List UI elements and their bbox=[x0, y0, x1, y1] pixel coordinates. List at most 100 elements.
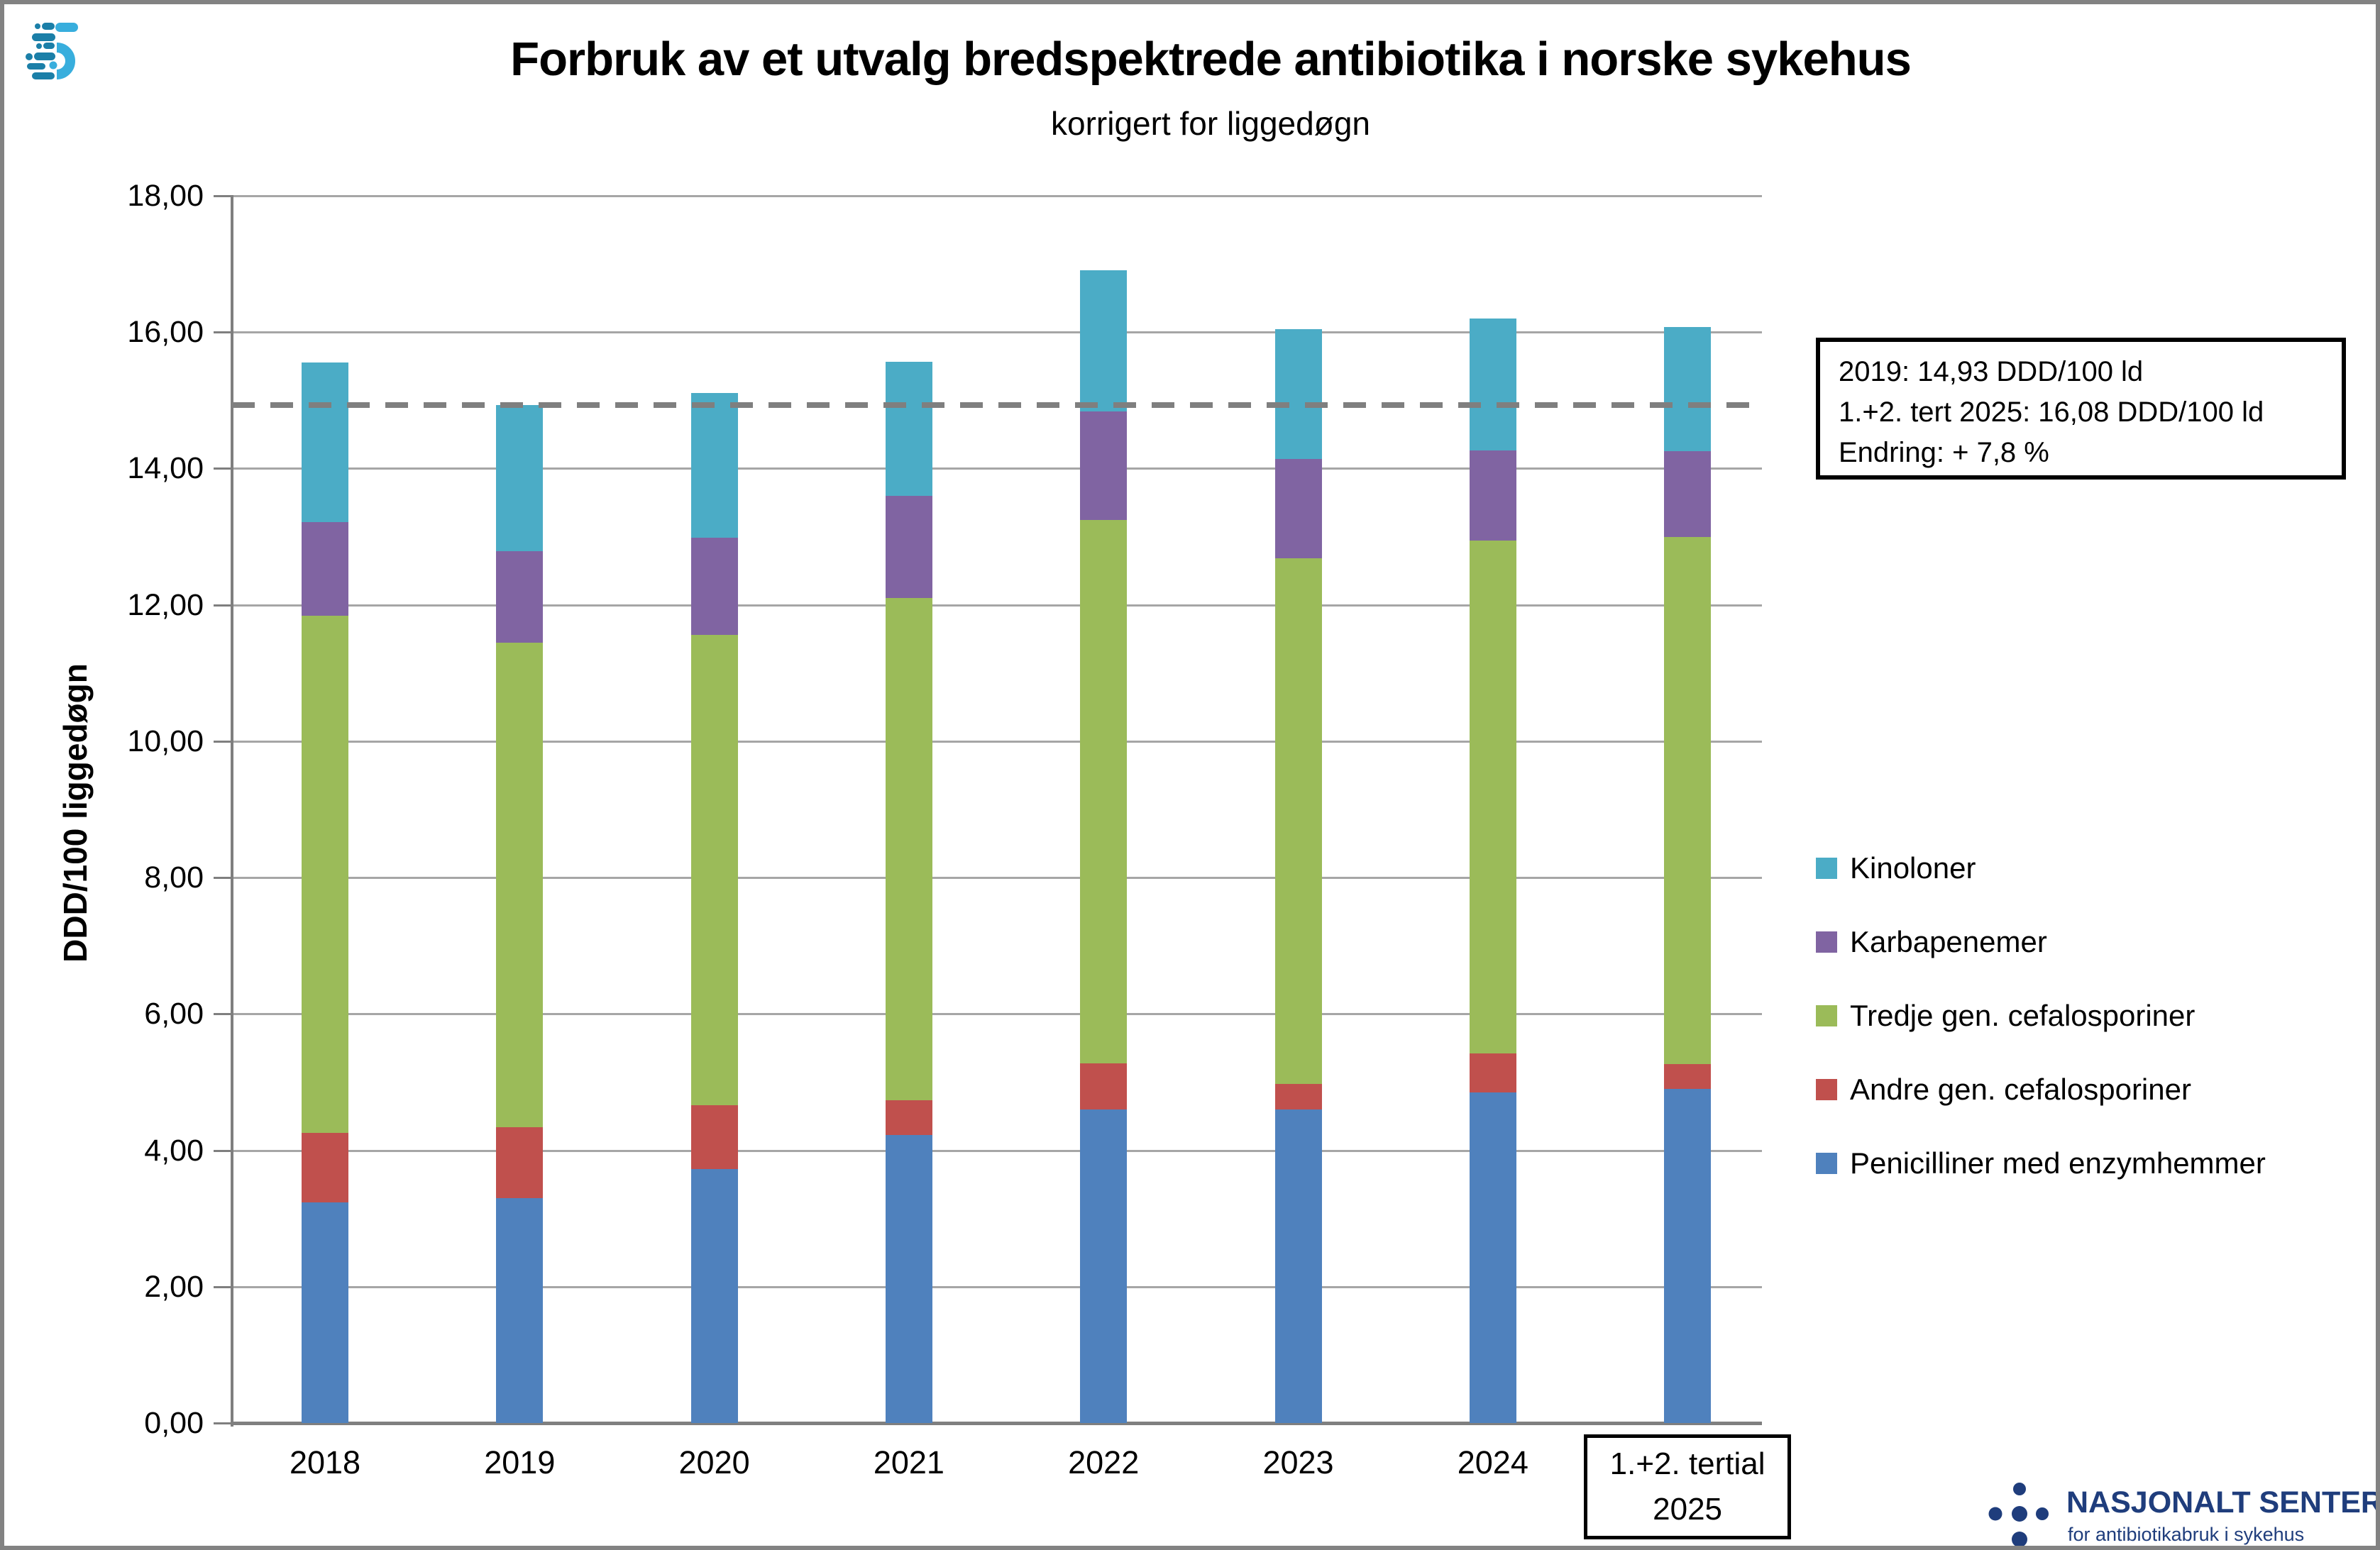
bar-segment bbox=[690, 634, 738, 1106]
y-axis-line bbox=[231, 195, 233, 1427]
gridline bbox=[232, 195, 1762, 197]
y-axis-tick-label: 0,00 bbox=[144, 1406, 204, 1440]
bar-segment bbox=[1469, 1092, 1516, 1423]
bar-segment bbox=[1664, 451, 1712, 537]
y-axis-tick-label: 10,00 bbox=[127, 724, 204, 758]
chart-title: Forbruk av et utvalg bredspektrede antib… bbox=[510, 33, 1912, 86]
y-axis-tick bbox=[214, 1285, 232, 1288]
gridline bbox=[232, 604, 1762, 607]
bar-segment bbox=[885, 598, 932, 1101]
y-axis-tick-label: 2,00 bbox=[144, 1269, 204, 1304]
legend-label: Karbapenemer bbox=[1850, 925, 2047, 958]
bar-segment bbox=[302, 1132, 348, 1202]
y-axis-tick bbox=[214, 604, 232, 607]
y-axis-tick bbox=[214, 467, 232, 470]
bar-segment bbox=[1274, 558, 1322, 1085]
bar-segment bbox=[302, 616, 348, 1133]
bar-segment bbox=[1469, 1053, 1516, 1092]
gridline bbox=[232, 467, 1762, 470]
legend-item: Karbapenemer bbox=[1816, 925, 2047, 958]
gridline bbox=[232, 877, 1762, 880]
bar-segment bbox=[1664, 1064, 1712, 1090]
y-axis-tick-label: 8,00 bbox=[144, 860, 204, 895]
reference-line bbox=[232, 402, 1762, 409]
legend-item: Tredje gen. cefalosporiner bbox=[1816, 999, 2196, 1032]
app-logo-light-shapes bbox=[49, 23, 78, 79]
y-axis-tick bbox=[214, 1013, 232, 1016]
bar-segment bbox=[1080, 411, 1128, 521]
bar-segment bbox=[1664, 1089, 1712, 1423]
y-axis-tick bbox=[214, 1422, 232, 1424]
bar-segment bbox=[1274, 1109, 1322, 1423]
y-axis-tick bbox=[214, 1149, 232, 1152]
x-axis-label: 2021 bbox=[873, 1444, 944, 1480]
bar-segment bbox=[885, 1100, 932, 1136]
legend-item: Kinoloner bbox=[1816, 851, 1976, 885]
app-logo-dark-shapes bbox=[26, 23, 55, 79]
bar-segment bbox=[690, 1105, 738, 1170]
annotation-line-3: Endring: + 7,8 % bbox=[1839, 437, 2049, 468]
legend-label: Kinoloner bbox=[1850, 851, 1976, 885]
bar-segment bbox=[302, 362, 348, 523]
legend-label: Penicilliner med enzymhemmer bbox=[1850, 1146, 2266, 1180]
bar-segment bbox=[496, 550, 544, 643]
gridline bbox=[232, 1013, 1762, 1016]
y-axis-tick-label: 18,00 bbox=[127, 179, 204, 213]
bar-segment bbox=[1469, 319, 1516, 451]
bar-segment bbox=[1664, 536, 1712, 1065]
gridline bbox=[232, 740, 1762, 743]
annotation-box: 2019: 14,93 DDD/100 ld 1.+2. tert 2025: … bbox=[1816, 338, 2346, 480]
legend-swatch bbox=[1816, 1005, 1837, 1026]
bar-segment bbox=[1664, 326, 1712, 452]
bar-segment bbox=[1274, 329, 1322, 459]
bar-segment bbox=[496, 1126, 544, 1198]
y-axis-tick bbox=[214, 740, 232, 743]
y-axis-title: DDD/100 liggedøgn bbox=[57, 663, 94, 963]
y-axis-tick bbox=[214, 331, 232, 334]
x-axis-label: 2019 bbox=[484, 1444, 556, 1480]
logo-dots-icon bbox=[1988, 1483, 2049, 1546]
x-axis-label: 2018 bbox=[289, 1444, 361, 1480]
x-axis-label: 2023 bbox=[1262, 1444, 1334, 1480]
legend-swatch bbox=[1816, 1079, 1837, 1100]
bar-segment bbox=[885, 361, 932, 496]
annotation-line-2: 1.+2. tert 2025: 16,08 DDD/100 ld bbox=[1839, 397, 2264, 428]
bar-segment bbox=[690, 392, 738, 538]
nasjonalt-senter-logo: NASJONALT SENTER for antibiotikabruk i s… bbox=[1984, 1477, 2376, 1546]
legend-label: Tredje gen. cefalosporiner bbox=[1850, 999, 2196, 1032]
legend-item: Penicilliner med enzymhemmer bbox=[1816, 1146, 2266, 1180]
bar-segment bbox=[1080, 520, 1128, 1063]
y-axis-tick-label: 4,00 bbox=[144, 1133, 204, 1168]
x-axis-boxed-label-line: 2025 bbox=[1653, 1492, 1723, 1527]
legend-swatch bbox=[1816, 858, 1837, 879]
x-axis-label: 2020 bbox=[678, 1444, 750, 1480]
bar-segment bbox=[496, 1197, 544, 1423]
bar-segment bbox=[496, 405, 544, 551]
y-axis-tick-label: 14,00 bbox=[127, 451, 204, 486]
bar-segment bbox=[1469, 450, 1516, 541]
bar-segment bbox=[1080, 270, 1128, 411]
x-axis-baseline bbox=[232, 1422, 1762, 1425]
bar-segment bbox=[885, 1135, 932, 1423]
y-axis-tick-label: 6,00 bbox=[144, 997, 204, 1031]
logo-tagline: for antibiotikabruk i sykehus bbox=[2068, 1524, 2305, 1545]
chart-subtitle: korrigert for liggedøgn bbox=[1051, 105, 1370, 142]
bar-segment bbox=[302, 522, 348, 616]
x-axis-label: 2022 bbox=[1068, 1444, 1140, 1480]
legend-swatch bbox=[1816, 931, 1837, 953]
bar-segment bbox=[1274, 458, 1322, 559]
bar-segment bbox=[1080, 1109, 1128, 1423]
legend-swatch bbox=[1816, 1153, 1837, 1174]
x-axis-label: 2024 bbox=[1457, 1444, 1528, 1480]
y-axis-tick-label: 16,00 bbox=[127, 315, 204, 350]
bar-segment bbox=[1274, 1084, 1322, 1109]
y-axis-tick bbox=[214, 195, 232, 197]
x-axis-boxed-label-line: 1.+2. tertial bbox=[1609, 1446, 1765, 1481]
bar-segment bbox=[690, 1169, 738, 1423]
bar-segment bbox=[496, 642, 544, 1127]
gridline bbox=[232, 331, 1762, 334]
app-logo-icon bbox=[26, 23, 78, 79]
y-axis-tick-label: 12,00 bbox=[127, 587, 204, 622]
annotation-line-1: 2019: 14,93 DDD/100 ld bbox=[1839, 356, 2144, 387]
